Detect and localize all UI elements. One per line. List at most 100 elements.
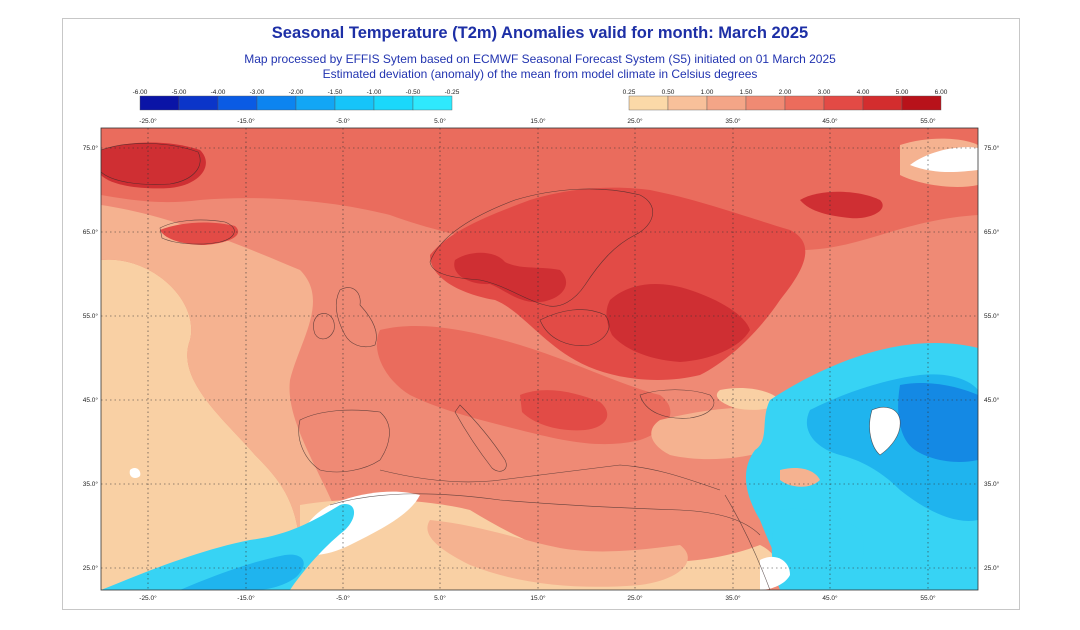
region-caspian-strong-cold [898, 383, 978, 462]
legend-pos-swatch [745, 95, 786, 111]
coastline-iberia [298, 409, 390, 473]
coastline-red-sea [724, 494, 771, 590]
legend-neg-label: -2.00 [289, 89, 304, 96]
lat-label-right: 25.0° [984, 564, 1000, 572]
legend-neg-label: -4.00 [211, 89, 226, 96]
lat-label-left: 65.0° [83, 228, 99, 236]
legend-neg-swatch [217, 95, 258, 111]
legend-neg-label: -0.50 [406, 89, 421, 96]
lat-label-right: 65.0° [984, 228, 1000, 236]
region-turkey-light-warm [651, 407, 791, 460]
legend-neg-label: -1.00 [367, 89, 382, 96]
lon-label-bottom: 55.0° [920, 594, 936, 602]
coastline-africa [329, 493, 761, 536]
legend-neg-swatch [373, 95, 414, 111]
legend-neg-label: -3.00 [250, 89, 265, 96]
coastline-scandinavia [429, 188, 654, 307]
coastline-britain [335, 287, 377, 348]
legend-pos-swatch [628, 95, 669, 111]
region-balkans-hot [520, 390, 608, 431]
coastline-ireland [313, 313, 335, 340]
legend-neg-label: -6.00 [133, 89, 148, 96]
legend-pos-swatch [784, 95, 825, 111]
region-atlantic-near-zero-patch [129, 467, 141, 478]
lon-label-top: 5.0° [434, 117, 446, 125]
lat-label-left: 35.0° [83, 480, 99, 488]
legend-pos-label: 3.00 [818, 89, 831, 96]
lat-label-right: 35.0° [984, 480, 1000, 488]
region-sweden-very-hot [454, 252, 567, 303]
longitude-labels-top: -25.0° -15.0° -5.0° 5.0° 15.0° 25.0° 35.… [139, 117, 936, 125]
legend-neg-label: -1.50 [328, 89, 343, 96]
anomaly-map [101, 128, 978, 590]
graticule [101, 128, 978, 590]
legend-positive-anomalies: 0.25 0.50 1.00 1.50 2.00 3.00 4.00 5.00 … [623, 89, 948, 111]
lat-label-right: 75.0° [984, 144, 1000, 152]
lon-label-bottom: 45.0° [822, 594, 838, 602]
legend-pos-label: 0.25 [623, 89, 636, 96]
region-iraq-light-warm [780, 468, 820, 487]
legend-neg-swatch [412, 95, 453, 111]
longitude-labels-bottom: -25.0° -15.0° -5.0° 5.0° 15.0° 25.0° 35.… [139, 594, 936, 602]
legend-positive-labels: 0.25 0.50 1.00 1.50 2.00 3.00 4.00 5.00 … [623, 89, 948, 96]
lon-label-top: 15.0° [530, 117, 546, 125]
region-arctic-very-hot [800, 191, 883, 219]
legend-pos-swatch [706, 95, 747, 111]
region-russia-very-hot [606, 284, 750, 362]
latitude-labels-right: 75.0° 65.0° 55.0° 45.0° 35.0° 25.0° [984, 144, 1000, 572]
lon-label-top: 35.0° [725, 117, 741, 125]
lon-label-bottom: 5.0° [434, 594, 446, 602]
lon-label-top: 25.0° [627, 117, 643, 125]
legend-neg-swatch [295, 95, 336, 111]
legend-pos-label: 4.00 [857, 89, 870, 96]
region-canaries-colder [180, 554, 304, 590]
region-arabia-neutral [760, 556, 790, 590]
legend-pos-swatch [823, 95, 864, 111]
lat-label-left: 55.0° [83, 312, 99, 320]
legend-negative-swatches [139, 95, 453, 111]
lat-label-left: 25.0° [83, 564, 99, 572]
lon-label-bottom: 35.0° [725, 594, 741, 602]
legend-pos-swatch [901, 95, 942, 111]
coastline-caspian [869, 407, 901, 456]
region-sahara-light-warm [427, 520, 688, 587]
lon-label-top: -5.0° [336, 117, 350, 125]
subtitle-processing: Map processed by EFFIS Sytem based on EC… [244, 52, 836, 66]
legend-positive-swatches [628, 95, 942, 111]
map-border [100, 127, 979, 591]
coastline-iceland [159, 219, 235, 245]
coastline-mediterranean [379, 464, 721, 491]
legend-negative-anomalies: -6.00 -5.00 -4.00 -3.00 -2.00 -1.50 -1.0… [133, 89, 460, 111]
legend-neg-swatch [178, 95, 219, 111]
region-greenland-sea-very-hot [101, 142, 206, 189]
legend-pos-swatch [667, 95, 708, 111]
coastline-italy [454, 404, 507, 472]
coastline-black-sea [639, 389, 715, 419]
lon-label-bottom: 25.0° [627, 594, 643, 602]
region-arabia-cold [771, 508, 864, 590]
legend-pos-label: 2.00 [779, 89, 792, 96]
legend-pos-label: 6.00 [935, 89, 948, 96]
lon-label-bottom: -25.0° [139, 594, 157, 602]
region-atlantic-light-warm [101, 205, 340, 590]
lon-label-bottom: -5.0° [336, 594, 350, 602]
legend-neg-swatch [334, 95, 375, 111]
lat-label-left: 75.0° [83, 144, 99, 152]
legend-pos-label: 1.50 [740, 89, 753, 96]
region-atlantic-weak-warm [101, 259, 301, 590]
region-iceland-hot [160, 222, 239, 245]
lon-label-bottom: -15.0° [237, 594, 255, 602]
region-levant-weak-warm [716, 388, 780, 410]
legend-pos-swatch [862, 95, 903, 111]
lon-label-top: -25.0° [139, 117, 157, 125]
lon-label-bottom: 15.0° [530, 594, 546, 602]
lon-label-top: -15.0° [237, 117, 255, 125]
page-title: Seasonal Temperature (T2m) Anomalies val… [271, 24, 809, 42]
lat-label-left: 45.0° [83, 396, 99, 404]
lat-label-right: 55.0° [984, 312, 1000, 320]
coastlines [101, 143, 901, 590]
legend-pos-label: 0.50 [662, 89, 675, 96]
lon-label-top: 55.0° [920, 117, 936, 125]
legend-pos-label: 5.00 [896, 89, 909, 96]
